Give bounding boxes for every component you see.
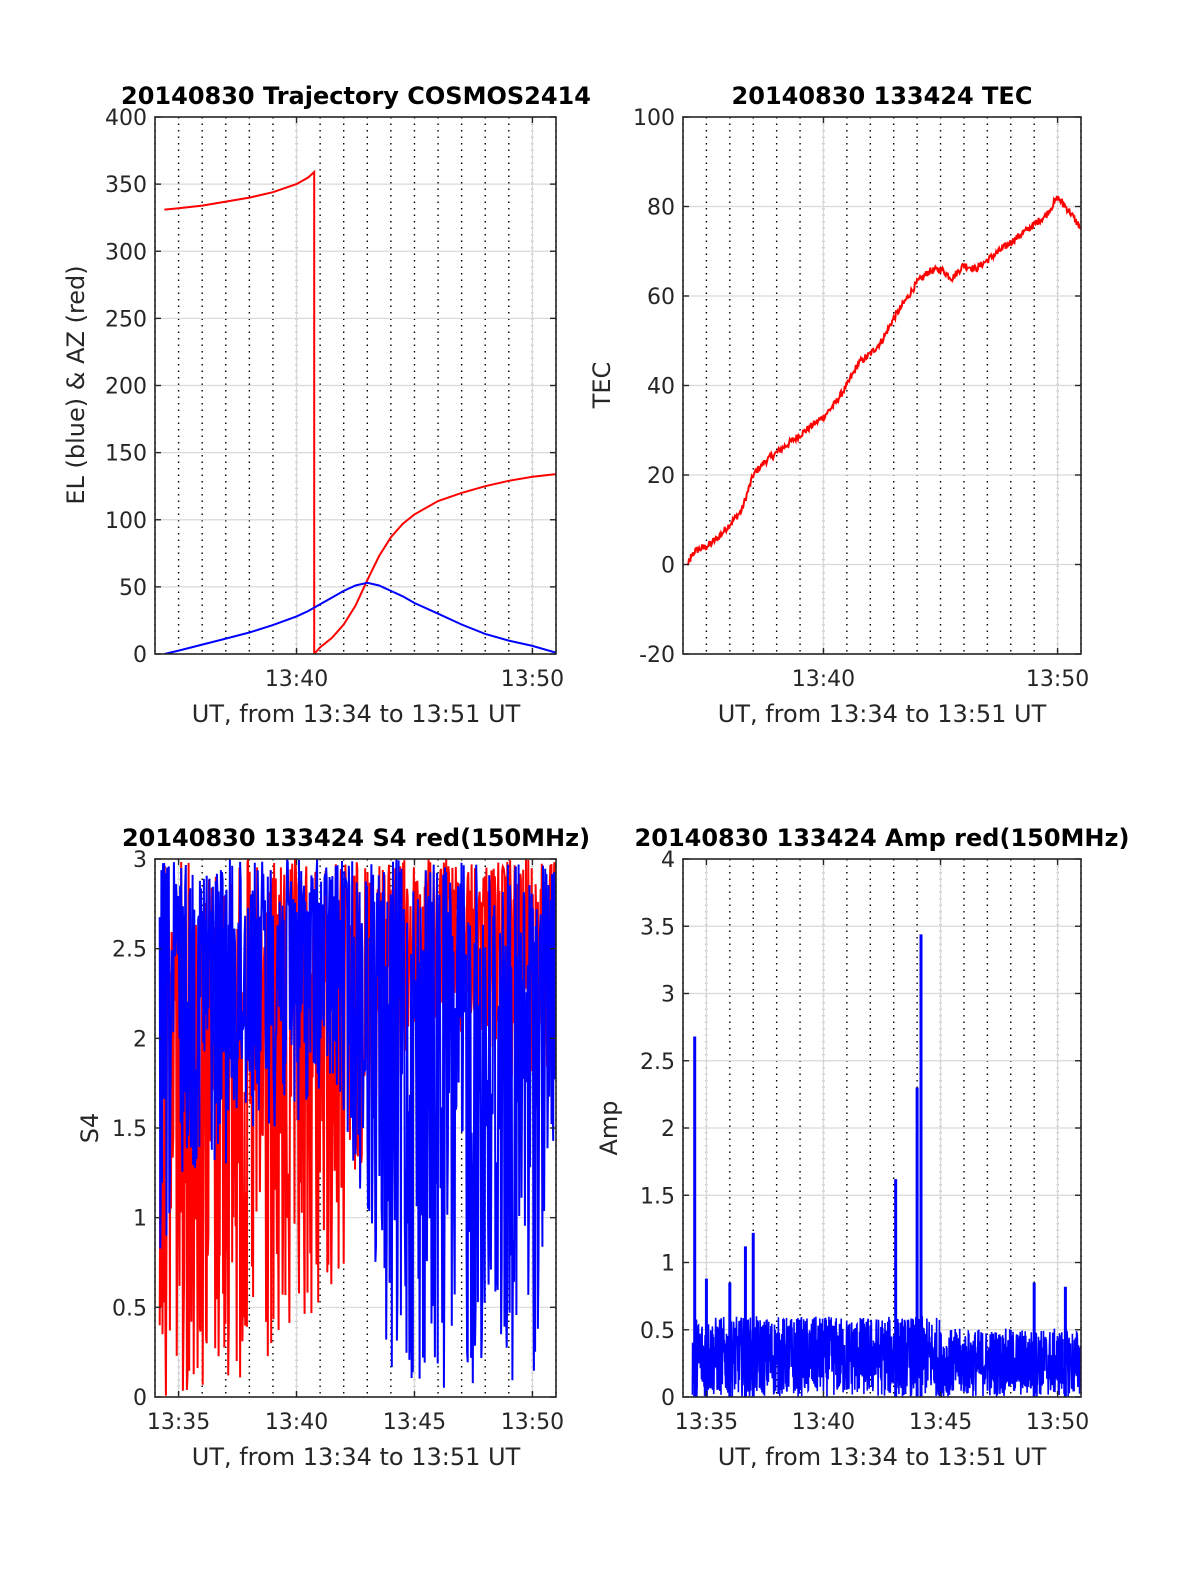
amp-ytick-label: 1.5 bbox=[640, 1184, 675, 1209]
s4-xtick-label: 13:35 bbox=[147, 1410, 210, 1435]
trajectory-data bbox=[164, 169, 556, 654]
amp-ytick-label: 2.5 bbox=[640, 1050, 675, 1075]
s4-ytick-label: 1.5 bbox=[112, 1117, 147, 1142]
trajectory-xlabel: UT, from 13:34 to 13:51 UT bbox=[192, 700, 521, 728]
s4-ytick-label: 3 bbox=[133, 848, 147, 873]
trajectory-ytick-label: 300 bbox=[105, 240, 147, 265]
trajectory-ytick-label: 0 bbox=[133, 643, 147, 668]
s4-xlabel: UT, from 13:34 to 13:51 UT bbox=[192, 1443, 521, 1471]
trajectory-xtick-label: 13:40 bbox=[265, 667, 328, 692]
tec-ytick-label: 20 bbox=[647, 464, 675, 489]
tec-ytick-label: 60 bbox=[647, 285, 675, 310]
amp-xtick-label: 13:45 bbox=[909, 1410, 972, 1435]
tec-xtick-label: 13:40 bbox=[792, 667, 855, 692]
trajectory-ytick-label: 250 bbox=[105, 307, 147, 332]
s4-ytick-label: 2 bbox=[133, 1027, 147, 1052]
amp-xtick-label: 13:50 bbox=[1026, 1410, 1089, 1435]
amp-data bbox=[691, 934, 1081, 1397]
amp-title: 20140830 133424 Amp red(150MHz) bbox=[635, 824, 1130, 852]
trajectory-ylabel: EL (blue) & AZ (red) bbox=[62, 265, 90, 504]
tec-xlabel: UT, from 13:34 to 13:51 UT bbox=[718, 700, 1047, 728]
amp-xlabel: UT, from 13:34 to 13:51 UT bbox=[718, 1443, 1047, 1471]
trajectory-series-red bbox=[164, 169, 556, 654]
tec-ytick-label: -20 bbox=[639, 643, 675, 668]
trajectory-ytick-label: 50 bbox=[119, 576, 147, 601]
s4-title: 20140830 133424 S4 red(150MHz) bbox=[122, 824, 590, 852]
trajectory-ytick-label: 400 bbox=[105, 106, 147, 131]
amp-xtick-label: 13:35 bbox=[675, 1410, 738, 1435]
trajectory-ytick-label: 100 bbox=[105, 509, 147, 534]
trajectory-series-blue bbox=[164, 581, 556, 654]
trajectory-title: 20140830 Trajectory COSMOS2414 bbox=[121, 82, 591, 110]
tec-title: 20140830 133424 TEC bbox=[732, 82, 1033, 110]
tec-series-red bbox=[686, 195, 1081, 566]
amp-ytick-label: 0 bbox=[661, 1386, 675, 1411]
s4-ytick-label: 1 bbox=[133, 1207, 147, 1232]
amp-plot: 20140830 133424 Amp red(150MHz) Amp UT, … bbox=[595, 824, 1129, 1471]
trajectory-ytick-label: 150 bbox=[105, 442, 147, 467]
s4-ytick-label: 0 bbox=[133, 1386, 147, 1411]
s4-plot: 20140830 133424 S4 red(150MHz) S4 UT, fr… bbox=[76, 824, 590, 1471]
amp-ytick-label: 2 bbox=[661, 1117, 675, 1142]
amp-ytick-label: 1 bbox=[661, 1252, 675, 1277]
amp-ylabel: Amp bbox=[595, 1100, 623, 1155]
amp-ytick-label: 3.5 bbox=[640, 915, 675, 940]
tec-ylabel: TEC bbox=[588, 362, 616, 410]
amp-xtick-label: 13:40 bbox=[792, 1410, 855, 1435]
trajectory-plot: 20140830 Trajectory COSMOS2414 EL (blue)… bbox=[62, 82, 591, 728]
s4-xtick-label: 13:45 bbox=[383, 1410, 446, 1435]
trajectory-xtick-label: 13:50 bbox=[501, 667, 564, 692]
tec-xtick-label: 13:50 bbox=[1026, 667, 1089, 692]
s4-xtick-label: 13:50 bbox=[501, 1410, 564, 1435]
trajectory-ytick-label: 350 bbox=[105, 173, 147, 198]
tec-plot: 20140830 133424 TEC TEC UT, from 13:34 t… bbox=[588, 82, 1089, 728]
tec-ytick-label: 80 bbox=[647, 196, 675, 221]
tec-ytick-label: 100 bbox=[633, 106, 675, 131]
trajectory-ytick-label: 200 bbox=[105, 375, 147, 400]
tec-ytick-label: 0 bbox=[661, 554, 675, 579]
s4-series-blue bbox=[158, 859, 556, 1388]
s4-ylabel: S4 bbox=[76, 1113, 104, 1144]
s4-ytick-label: 0.5 bbox=[112, 1296, 147, 1321]
tec-data bbox=[686, 195, 1081, 566]
s4-xtick-label: 13:40 bbox=[265, 1410, 328, 1435]
s4-ytick-label: 2.5 bbox=[112, 938, 147, 963]
amp-series-blue bbox=[691, 1316, 1081, 1397]
s4-data bbox=[158, 859, 556, 1396]
amp-ytick-label: 0.5 bbox=[640, 1319, 675, 1344]
amp-ytick-label: 4 bbox=[661, 848, 675, 873]
amp-ytick-label: 3 bbox=[661, 983, 675, 1008]
tec-ytick-label: 40 bbox=[647, 375, 675, 400]
